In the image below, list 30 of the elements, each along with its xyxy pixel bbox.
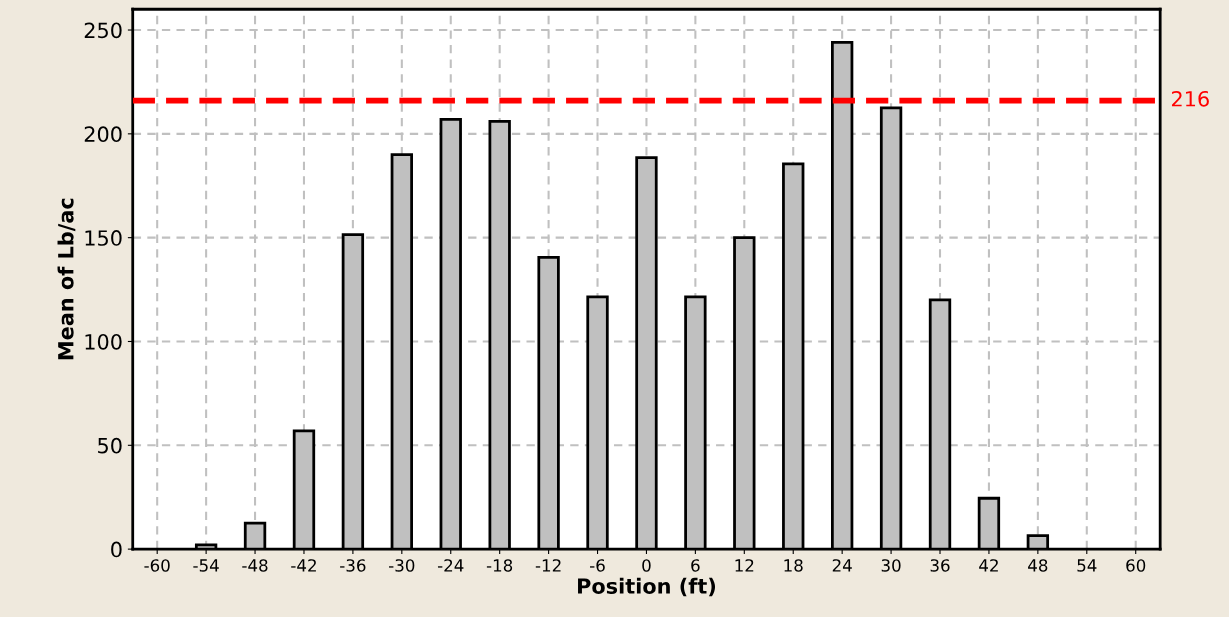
x-tick-label: 6: [691, 559, 700, 572]
x-tick-label: 18: [784, 559, 803, 572]
x-tick-label: 24: [832, 559, 852, 572]
y-tick-label: 0: [111, 541, 122, 558]
y-tick-label: 150: [85, 230, 122, 246]
x-tick-label: -54: [193, 559, 219, 572]
x-tick-label: 12: [735, 559, 754, 572]
y-tick-label: 100: [85, 333, 122, 350]
x-tick-label: -48: [242, 559, 268, 572]
x-tick-label: -12: [535, 559, 561, 572]
x-tick-label: 54: [1077, 559, 1097, 572]
x-tick-label: 36: [930, 559, 950, 572]
x-tick-label: -30: [389, 559, 415, 572]
y-tick-label: 250: [84, 22, 122, 39]
x-tick-label: -24: [437, 559, 464, 572]
x-axis-title: Position (ft): [578, 577, 716, 597]
y-axis-title: Mean of Lb/ac: [57, 198, 76, 360]
x-tick-label: 42: [979, 559, 998, 572]
y-tick-label: 200: [84, 126, 122, 143]
x-tick-label: 48: [1028, 559, 1048, 572]
x-tick-label: -36: [340, 559, 366, 572]
x-tick-label: 0: [642, 559, 651, 572]
x-tick-label: 30: [881, 559, 901, 572]
x-tick-label: -18: [486, 559, 513, 572]
x-tick-label: -60: [144, 559, 170, 572]
y-tick-label: 50: [98, 437, 122, 454]
x-tick-label: 60: [1126, 559, 1146, 572]
x-tick-label: -6: [590, 559, 605, 572]
x-tick-label: -42: [291, 559, 316, 572]
ref-line-label: 216: [1171, 90, 1209, 107]
